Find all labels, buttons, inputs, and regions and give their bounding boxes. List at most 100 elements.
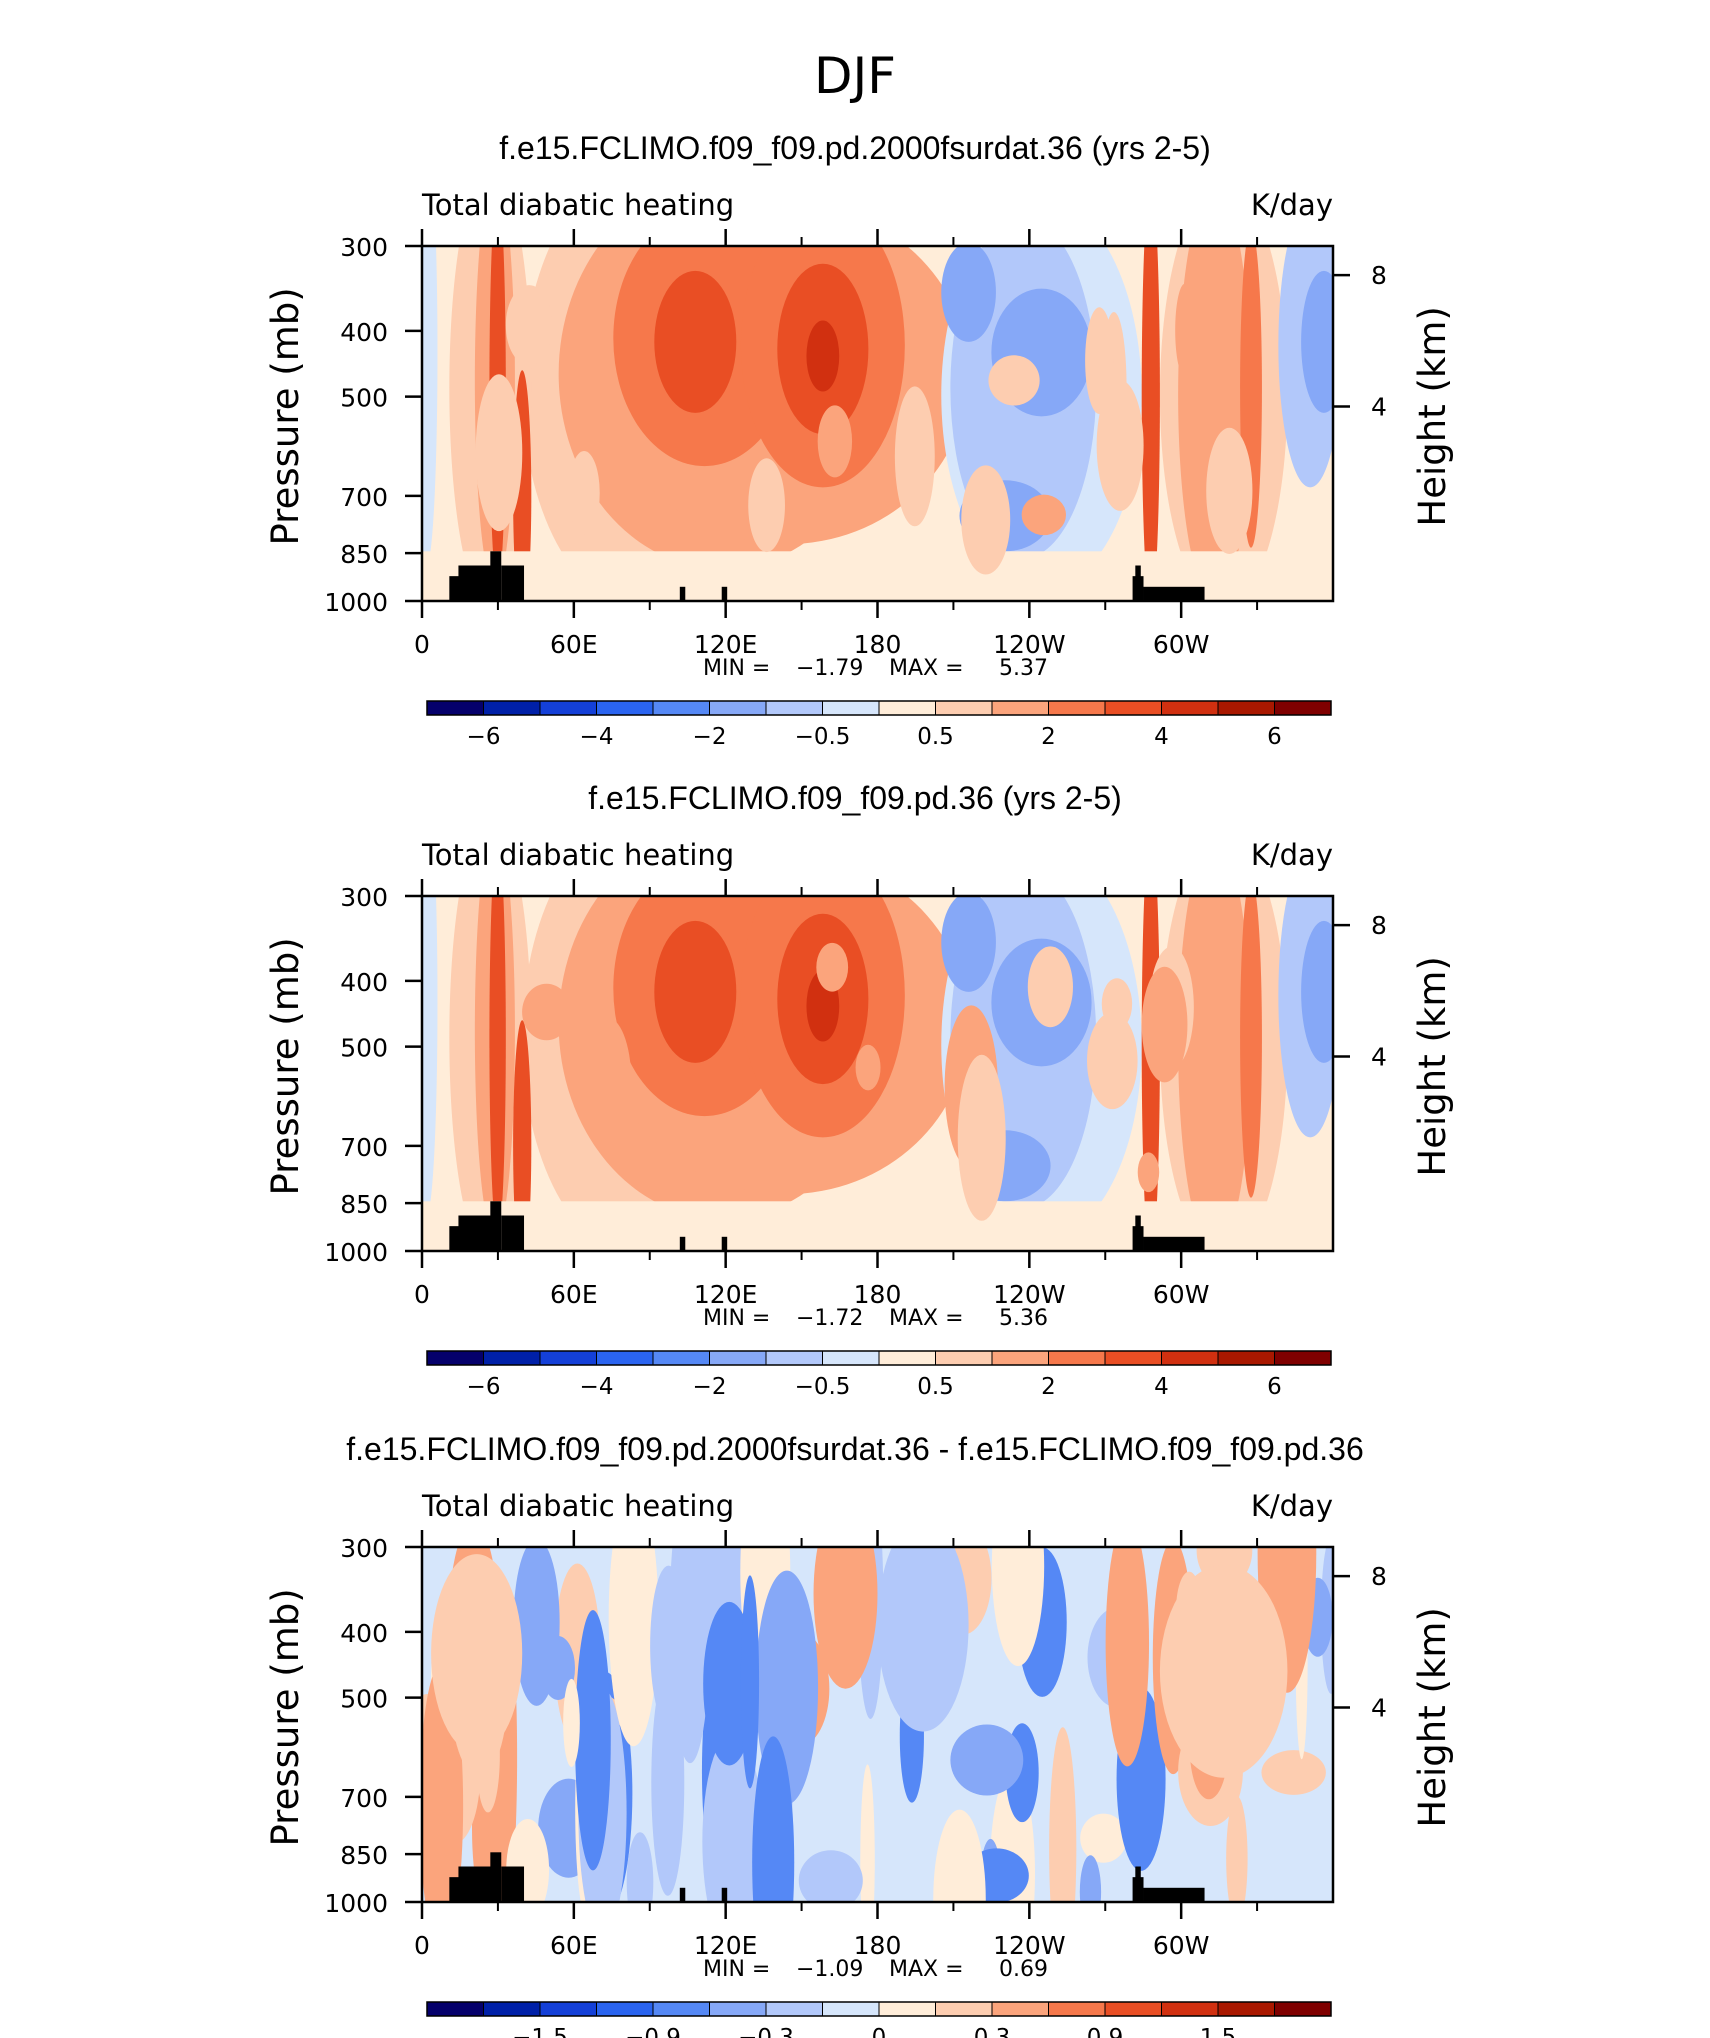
field-contour [941, 896, 996, 992]
colorbar-swatch [1048, 700, 1106, 716]
field-contour [1206, 427, 1253, 554]
y-axis-title: Pressure (mb) [264, 937, 307, 1195]
max-label: MAX = [889, 656, 964, 681]
topography-mask [501, 1866, 525, 1902]
colorbar-swatch [1104, 2001, 1162, 2017]
colorbar-label: 0.3 [974, 2025, 1011, 2038]
colorbar-label: 1.5 [1200, 2025, 1237, 2038]
colorbar-frame [426, 700, 1332, 716]
x-tick-label: 180 [854, 630, 902, 659]
field-contour [651, 1669, 685, 1896]
min-value: −1.09 [796, 1957, 863, 1982]
colorbar-swatch [1048, 1350, 1106, 1366]
x-tick-label: 120E [694, 630, 758, 659]
panel-left-label: Total diabatic heating [421, 1489, 734, 1523]
field-contour [813, 1547, 878, 1689]
colorbar-label: 0.9 [1087, 2025, 1124, 2038]
field-contour [522, 983, 572, 1041]
colorbar-swatch [1217, 700, 1275, 716]
topography-mask [1135, 1866, 1141, 1902]
x-tick-label: 120E [694, 1280, 758, 1309]
y-right-tick-label: 4 [1371, 1042, 1387, 1071]
colorbar-swatch [1161, 2001, 1219, 2017]
topography-mask [490, 1201, 502, 1251]
colorbar-label: −2 [693, 724, 727, 750]
field-contour [1079, 1855, 1102, 1902]
field-contour [608, 1547, 659, 1747]
field-contour [1141, 966, 1188, 1083]
colorbar-label: −6 [467, 724, 501, 750]
colorbar-label: −0.5 [795, 1374, 851, 1400]
y-tick-label: 500 [340, 1685, 388, 1714]
y-tick-label: 850 [340, 540, 388, 569]
contour-field [422, 896, 1333, 1251]
y-right-axis-title: Height (km) [1411, 306, 1454, 526]
topography-mask [679, 1236, 686, 1251]
colorbar-label: 6 [1267, 1374, 1282, 1400]
colorbar-swatch [652, 700, 710, 716]
field-contour [740, 1575, 760, 1789]
field-contour [1027, 946, 1073, 1028]
y-tick-label: 400 [340, 968, 388, 997]
topography-mask [721, 1236, 728, 1251]
field-contour [941, 246, 996, 342]
min-value: −1.79 [796, 656, 863, 681]
field-contour [1105, 1547, 1150, 1767]
colorbar-swatch [426, 2001, 484, 2017]
field-contour [568, 450, 600, 535]
field-contour [422, 896, 438, 1216]
x-tick-label: 0 [414, 1280, 430, 1309]
max-label: MAX = [889, 1306, 964, 1331]
colorbar-label: 2 [1041, 724, 1056, 750]
field-contour [422, 246, 438, 566]
colorbar-label: −0.9 [625, 2025, 681, 2038]
field-contour [1301, 920, 1333, 1063]
field-contour [626, 1832, 654, 1902]
y-right-axis-title: Height (km) [1411, 956, 1454, 1176]
y-tick-label: 1000 [324, 1889, 388, 1918]
max-label: MAX = [889, 1957, 964, 1982]
field-contour [1261, 1750, 1326, 1795]
field-contour [877, 1547, 969, 1732]
colorbar-swatch [935, 2001, 993, 2017]
field-contour [752, 1736, 795, 1902]
x-tick-label: 0 [414, 630, 430, 659]
field-contour [748, 458, 785, 553]
y-tick-label: 700 [340, 1133, 388, 1162]
y-right-tick-label: 8 [1371, 1562, 1387, 1591]
y-tick-label: 400 [340, 318, 388, 347]
field-contour [1178, 896, 1251, 1251]
colorbar-swatch [822, 1350, 880, 1366]
colorbar-swatch [878, 700, 936, 716]
panel-title: f.e15.FCLIMO.f09_f09.pd.2000fsurdat.36 -… [346, 1431, 1364, 1467]
field-contour [1175, 283, 1195, 377]
colorbar-swatch [1161, 700, 1219, 716]
panel-left-label: Total diabatic heating [421, 838, 734, 872]
x-tick-label: 60W [1153, 1931, 1210, 1960]
x-tick-label: 180 [854, 1931, 902, 1960]
colorbar-swatch [1161, 1350, 1219, 1366]
colorbar-label: −0.3 [738, 2025, 794, 2038]
field-contour [855, 1044, 881, 1091]
colorbar-swatch [483, 700, 541, 716]
field-contour [505, 285, 553, 366]
colorbar-label: −2 [693, 1374, 727, 1400]
topography-mask [1135, 565, 1141, 601]
colorbar-label: 0.5 [917, 724, 954, 750]
field-contour [1189, 1080, 1241, 1167]
colorbar-swatch [822, 700, 880, 716]
colorbar-swatch [1274, 1350, 1332, 1366]
x-tick-label: 120W [993, 1931, 1065, 1960]
x-tick-label: 0 [414, 1931, 430, 1960]
field-contour [1226, 1796, 1248, 1902]
x-tick-label: 60W [1153, 630, 1210, 659]
min-label: MIN = [703, 1957, 770, 1982]
colorbar-swatch [1217, 1350, 1275, 1366]
colorbar-swatch [426, 700, 484, 716]
colorbar-swatch [483, 2001, 541, 2017]
y-right-tick-label: 4 [1371, 392, 1387, 421]
field-contour [1080, 1813, 1127, 1863]
x-tick-label: 120W [993, 630, 1065, 659]
field-contour [541, 1636, 576, 1700]
